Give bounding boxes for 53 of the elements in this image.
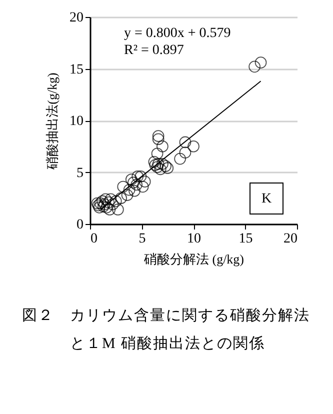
point	[128, 176, 140, 189]
point	[123, 184, 136, 196]
point	[134, 170, 147, 182]
point	[179, 136, 192, 148]
point	[152, 133, 164, 146]
y-tick-label: 10	[70, 114, 84, 129]
point	[174, 152, 186, 165]
point	[188, 140, 200, 152]
x-tick-label: 15	[238, 232, 253, 246]
caption: 図２ カリウム含量に関する硝酸分解法と１M 硝酸抽出法との関係	[22, 306, 311, 354]
point	[104, 204, 116, 216]
point	[128, 184, 140, 197]
point	[156, 158, 168, 170]
x-tick-label: 5	[138, 232, 146, 246]
point	[132, 170, 144, 182]
point	[93, 202, 106, 214]
point	[179, 146, 192, 158]
point	[102, 196, 115, 208]
point	[121, 189, 134, 201]
point	[248, 60, 260, 73]
point	[115, 192, 127, 204]
point	[100, 202, 112, 214]
point	[125, 174, 138, 186]
point	[148, 156, 160, 168]
point	[136, 180, 149, 193]
x-tick-label: 20	[284, 232, 298, 246]
point	[151, 148, 164, 160]
point	[152, 158, 164, 170]
y-tick-label: 20	[70, 10, 84, 26]
annotation: y = 0.800x + 0.579	[124, 26, 231, 41]
point	[112, 204, 124, 216]
point	[106, 198, 119, 210]
annotation: K	[261, 192, 272, 206]
x-tick-label: 0	[90, 232, 98, 246]
y-tick-label: 0	[76, 218, 84, 232]
point	[152, 130, 164, 142]
point	[254, 56, 267, 68]
point	[160, 160, 172, 172]
point	[138, 176, 151, 188]
y-tick-label: 15	[70, 62, 84, 78]
point	[162, 162, 174, 174]
x-tick-label: 10	[187, 232, 201, 246]
point	[117, 180, 130, 193]
point	[154, 163, 166, 176]
point	[130, 178, 142, 191]
x-axis-title: 硝酸分解法 (g/kg)	[142, 252, 244, 266]
point	[110, 195, 122, 208]
y-axis-title: 硝酸抽出法(g/kg)	[44, 72, 60, 170]
point	[156, 140, 168, 152]
point	[104, 193, 117, 206]
y-tick-label: 5	[76, 166, 84, 181]
annotation: R² = 0.897	[124, 43, 184, 58]
point	[100, 193, 112, 206]
